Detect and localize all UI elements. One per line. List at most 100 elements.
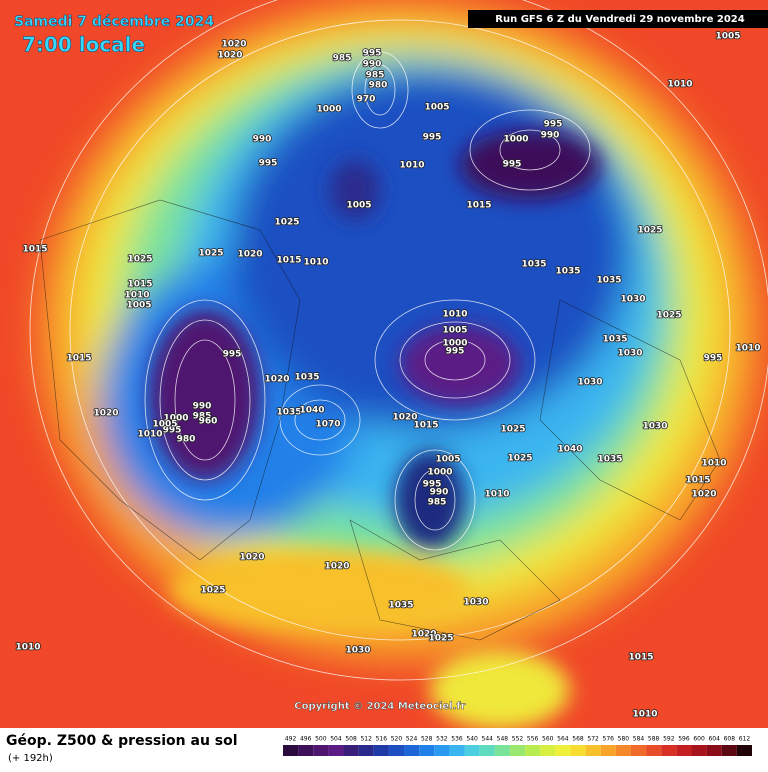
isobar-label: 1030 xyxy=(463,598,488,608)
legend-swatch xyxy=(464,745,480,756)
isobar-label: 990 xyxy=(541,131,560,141)
isobar-label: 995 xyxy=(503,160,522,170)
isobar-label: 1015 xyxy=(685,476,710,486)
isobar-label: 1030 xyxy=(617,349,642,359)
isobar-label: 1025 xyxy=(507,454,532,464)
isobar-label: 1035 xyxy=(602,335,627,345)
run-info: Run GFS 6 Z du Vendredi 29 novembre 2024 xyxy=(495,14,744,25)
legend-swatch xyxy=(343,745,359,756)
isobar-label: 995 xyxy=(259,159,278,169)
isobar-label: 1035 xyxy=(596,276,621,286)
isobar-label: 1025 xyxy=(637,226,662,236)
isobar-label: 995 xyxy=(446,347,465,357)
isobar-label: 1010 xyxy=(632,710,657,720)
legend-label: 612 xyxy=(739,736,751,743)
isobar-label: 980 xyxy=(369,81,388,91)
legend-swatch xyxy=(479,745,495,756)
isobar-label: 1015 xyxy=(22,245,47,255)
isobar-label: 1005 xyxy=(126,301,151,311)
isobar-label: 995 xyxy=(544,120,563,130)
isobar-label: 1040 xyxy=(299,406,324,416)
legend-label: 596 xyxy=(678,736,690,743)
isobar-label: 1015 xyxy=(413,421,438,431)
isobar-label: 1020 xyxy=(239,553,264,563)
legend-swatch xyxy=(570,745,586,756)
legend-label: 508 xyxy=(345,736,357,743)
isobar-label: 1010 xyxy=(137,430,162,440)
legend-label: 564 xyxy=(557,736,569,743)
isobar-label: 1025 xyxy=(198,249,223,259)
isobar-label: 1030 xyxy=(345,646,370,656)
isobar-label: 1010 xyxy=(124,291,149,301)
isobar-label: 985 xyxy=(366,71,385,81)
legend-label: 512 xyxy=(360,736,372,743)
legend-label: 604 xyxy=(708,736,720,743)
legend-swatch xyxy=(283,745,299,756)
isobar-label: 1025 xyxy=(428,634,453,644)
legend-label: 592 xyxy=(663,736,675,743)
run-banner xyxy=(468,10,768,28)
isobar-label: 1000 xyxy=(442,339,467,349)
legend-label: 548 xyxy=(497,736,509,743)
legend-swatch xyxy=(358,745,374,756)
isobar-label: 985 xyxy=(428,498,447,508)
legend-label: 588 xyxy=(648,736,660,743)
legend-swatch xyxy=(525,745,541,756)
isobar-label: 995 xyxy=(363,49,382,59)
isobar-label: 995 xyxy=(163,426,182,436)
legend-swatch xyxy=(706,745,722,756)
legend-label: 560 xyxy=(542,736,554,743)
isobar-label: 1035 xyxy=(294,373,319,383)
isobar-label: 990 xyxy=(363,60,382,70)
isobar-label: 1025 xyxy=(127,255,152,265)
isobar-label: 990 xyxy=(193,402,212,412)
isobar-label: 1020 xyxy=(217,51,242,61)
legend-swatch xyxy=(646,745,662,756)
isobar-label: 1010 xyxy=(484,490,509,500)
legend-swatch xyxy=(494,745,510,756)
legend-label: 600 xyxy=(693,736,705,743)
isobar-label: 1020 xyxy=(237,250,262,260)
isobar-label: 995 xyxy=(704,354,723,364)
isobar-label: 1020 xyxy=(93,409,118,419)
legend-swatch xyxy=(313,745,329,756)
isobar-label: 1000 xyxy=(503,135,528,145)
isobar-label: 1015 xyxy=(628,653,653,663)
legend-swatch xyxy=(630,745,647,756)
legend-label: 524 xyxy=(406,736,418,743)
isobar-label: 985 xyxy=(193,412,212,422)
legend-label: 580 xyxy=(618,736,630,743)
legend-swatch xyxy=(600,745,616,756)
isobar-label: 1035 xyxy=(521,260,546,270)
isobar-label: 1040 xyxy=(557,445,582,455)
isobar-label: 1020 xyxy=(264,375,289,385)
isobar-label: 1005 xyxy=(442,326,467,336)
legend-label: 608 xyxy=(724,736,736,743)
legend-label: 536 xyxy=(451,736,463,743)
isobar-label: 1010 xyxy=(701,459,726,469)
isobar-label: 1070 xyxy=(315,420,340,430)
isobar-label: 995 xyxy=(423,133,442,143)
legend-label: 540 xyxy=(466,736,478,743)
isobar-label: 1035 xyxy=(276,408,301,418)
isobar-label: 980 xyxy=(177,435,196,445)
isobar-label: 1025 xyxy=(200,586,225,596)
legend-label: 544 xyxy=(482,736,494,743)
isobar-label: 1030 xyxy=(642,422,667,432)
isobar-label: 1020 xyxy=(324,562,349,572)
isobar-label: 1010 xyxy=(667,80,692,90)
legend-swatch xyxy=(615,745,631,756)
isobar-label: 1025 xyxy=(656,311,681,321)
forecast-lead: (+ 192h) xyxy=(8,753,53,764)
isobar-label: 1025 xyxy=(274,218,299,228)
legend-swatch xyxy=(298,745,314,756)
legend-swatch xyxy=(449,745,465,756)
isobar-label: 1005 xyxy=(715,32,740,42)
isobar-label: 1010 xyxy=(735,344,760,354)
isobar-label: 960 xyxy=(199,417,218,427)
isobar-label: 1025 xyxy=(500,425,525,435)
legend-swatch xyxy=(540,745,556,756)
isobar-label: 1010 xyxy=(442,310,467,320)
legend-swatch xyxy=(373,745,389,756)
